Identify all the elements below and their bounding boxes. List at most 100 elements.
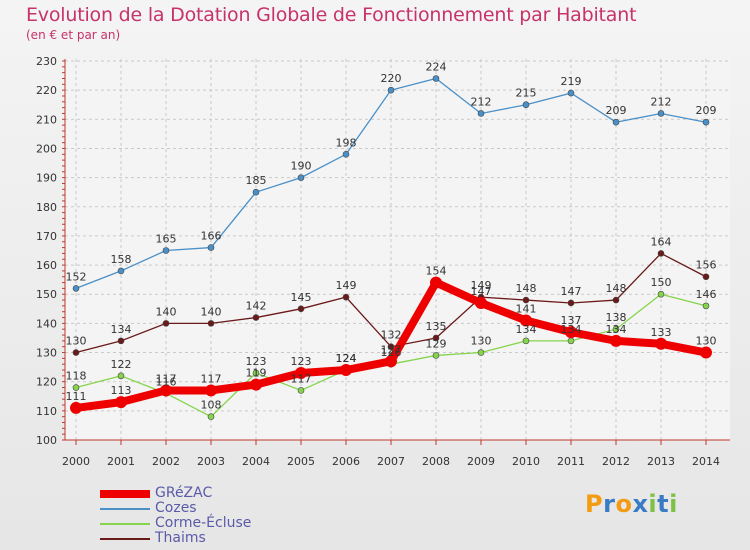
x-tick-label: 2011 <box>557 455 585 468</box>
data-point-corme-ecluse <box>612 325 620 333</box>
data-point-cozes <box>342 150 350 158</box>
data-point-thaims <box>297 305 305 313</box>
data-label-corme-ecluse: 108 <box>201 399 222 412</box>
x-tick-label: 2003 <box>197 455 225 468</box>
data-label-corme-ecluse: 138 <box>606 311 627 324</box>
data-label-thaims: 147 <box>561 285 582 298</box>
proxiti-logo: Proxiti <box>585 490 678 518</box>
data-label-thaims: 130 <box>66 335 87 348</box>
data-label-cozes: 215 <box>516 87 537 100</box>
y-tick-label: 210 <box>36 113 57 126</box>
data-label-grezac: 113 <box>111 384 132 397</box>
data-point-thaims <box>252 314 260 321</box>
data-point-thaims <box>612 296 620 304</box>
logo-letter: r <box>603 490 616 518</box>
y-tick-label: 100 <box>36 434 57 447</box>
x-tick-label: 2008 <box>422 455 450 468</box>
y-tick-label: 220 <box>36 84 57 97</box>
data-point-thaims <box>72 349 80 356</box>
data-label-thaims: 142 <box>246 300 267 313</box>
x-tick-label: 2012 <box>602 455 630 468</box>
y-tick-label: 230 <box>36 55 57 68</box>
x-tick-label: 2002 <box>152 455 180 468</box>
data-label-corme-ecluse: 134 <box>561 323 582 336</box>
x-tick-label: 2007 <box>377 455 405 468</box>
x-tick-label: 2004 <box>242 455 270 468</box>
y-tick-label: 150 <box>36 288 57 301</box>
data-label-corme-ecluse: 126 <box>381 346 402 359</box>
legend-item-thaims: Thaims <box>100 531 251 546</box>
legend-item-cozes: Cozes <box>100 501 251 516</box>
data-label-grezac: 137 <box>561 314 582 327</box>
logo-letter: P <box>585 490 604 518</box>
legend: GRéZAC Cozes Corme-Écluse Thaims <box>100 486 251 546</box>
data-label-cozes: 209 <box>606 104 627 117</box>
data-point-thaims <box>432 334 440 342</box>
data-label-grezac: 134 <box>606 323 627 336</box>
data-point-grezac <box>430 276 442 289</box>
data-point-grezac <box>700 346 712 359</box>
legend-item-corme-ecluse: Corme-Écluse <box>100 516 251 531</box>
data-label-cozes: 152 <box>66 270 87 283</box>
data-label-grezac: 119 <box>246 367 267 380</box>
y-tick-label: 190 <box>36 172 57 185</box>
data-label-cozes: 185 <box>246 174 267 187</box>
data-point-cozes <box>252 188 260 196</box>
logo-letter: t <box>657 490 670 518</box>
data-point-grezac <box>520 314 532 327</box>
data-label-grezac: 130 <box>696 335 717 348</box>
data-point-thaims <box>522 296 530 304</box>
data-label-cozes: 166 <box>201 230 222 243</box>
data-label-grezac: 154 <box>426 265 447 278</box>
data-point-grezac <box>340 364 352 377</box>
data-label-cozes: 158 <box>111 253 132 266</box>
data-label-cozes: 198 <box>336 136 357 149</box>
data-point-thaims <box>207 320 215 327</box>
logo-letter: o <box>615 490 633 518</box>
data-point-grezac <box>475 296 487 309</box>
data-point-grezac <box>160 384 172 397</box>
data-point-grezac <box>70 401 82 414</box>
data-point-corme-ecluse <box>297 387 305 394</box>
x-tick-label: 2005 <box>287 455 315 468</box>
data-label-thaims: 140 <box>201 305 222 318</box>
logo-letter: i <box>669 490 678 518</box>
legend-label-cozes: Cozes <box>155 500 197 516</box>
data-label-cozes: 220 <box>381 72 402 85</box>
data-point-cozes <box>297 174 305 181</box>
data-point-cozes <box>117 267 125 275</box>
data-point-thaims <box>342 293 350 301</box>
data-label-thaims: 148 <box>606 282 627 295</box>
data-label-thaims: 134 <box>111 323 132 336</box>
data-point-thaims <box>567 299 575 307</box>
data-point-cozes <box>612 118 620 126</box>
x-tick-label: 2006 <box>332 455 360 468</box>
data-label-thaims: 132 <box>381 329 402 342</box>
data-label-cozes: 212 <box>471 95 492 108</box>
data-point-grezac <box>115 396 127 409</box>
data-label-corme-ecluse: 130 <box>471 335 492 348</box>
labels-layer: 152 158 165 166 185 190 198 220 224 212 215 219 209 2… <box>66 60 717 411</box>
data-point-cozes <box>477 110 485 117</box>
x-tick-label: 2010 <box>512 455 540 468</box>
data-label-cozes: 209 <box>696 104 717 117</box>
data-point-corme-ecluse <box>477 349 485 356</box>
data-point-cozes <box>72 285 80 292</box>
data-label-thaims: 140 <box>156 305 177 318</box>
data-point-cozes <box>657 110 665 117</box>
data-label-thaims: 156 <box>696 259 717 272</box>
legend-swatch-thaims <box>100 537 150 540</box>
y-tick-label: 120 <box>36 376 57 389</box>
x-tick-label: 2001 <box>107 455 135 468</box>
y-tick-label: 170 <box>36 230 57 243</box>
data-label-cozes: 219 <box>561 75 582 88</box>
y-tick-label: 180 <box>36 201 57 214</box>
data-label-cozes: 212 <box>651 95 672 108</box>
data-label-corme-ecluse: 122 <box>111 358 132 371</box>
data-point-corme-ecluse <box>252 369 260 377</box>
data-label-thaims: 149 <box>336 279 357 292</box>
data-label-grezac: 111 <box>66 390 87 403</box>
logo-letter: x <box>632 490 649 518</box>
data-point-cozes <box>387 86 395 94</box>
